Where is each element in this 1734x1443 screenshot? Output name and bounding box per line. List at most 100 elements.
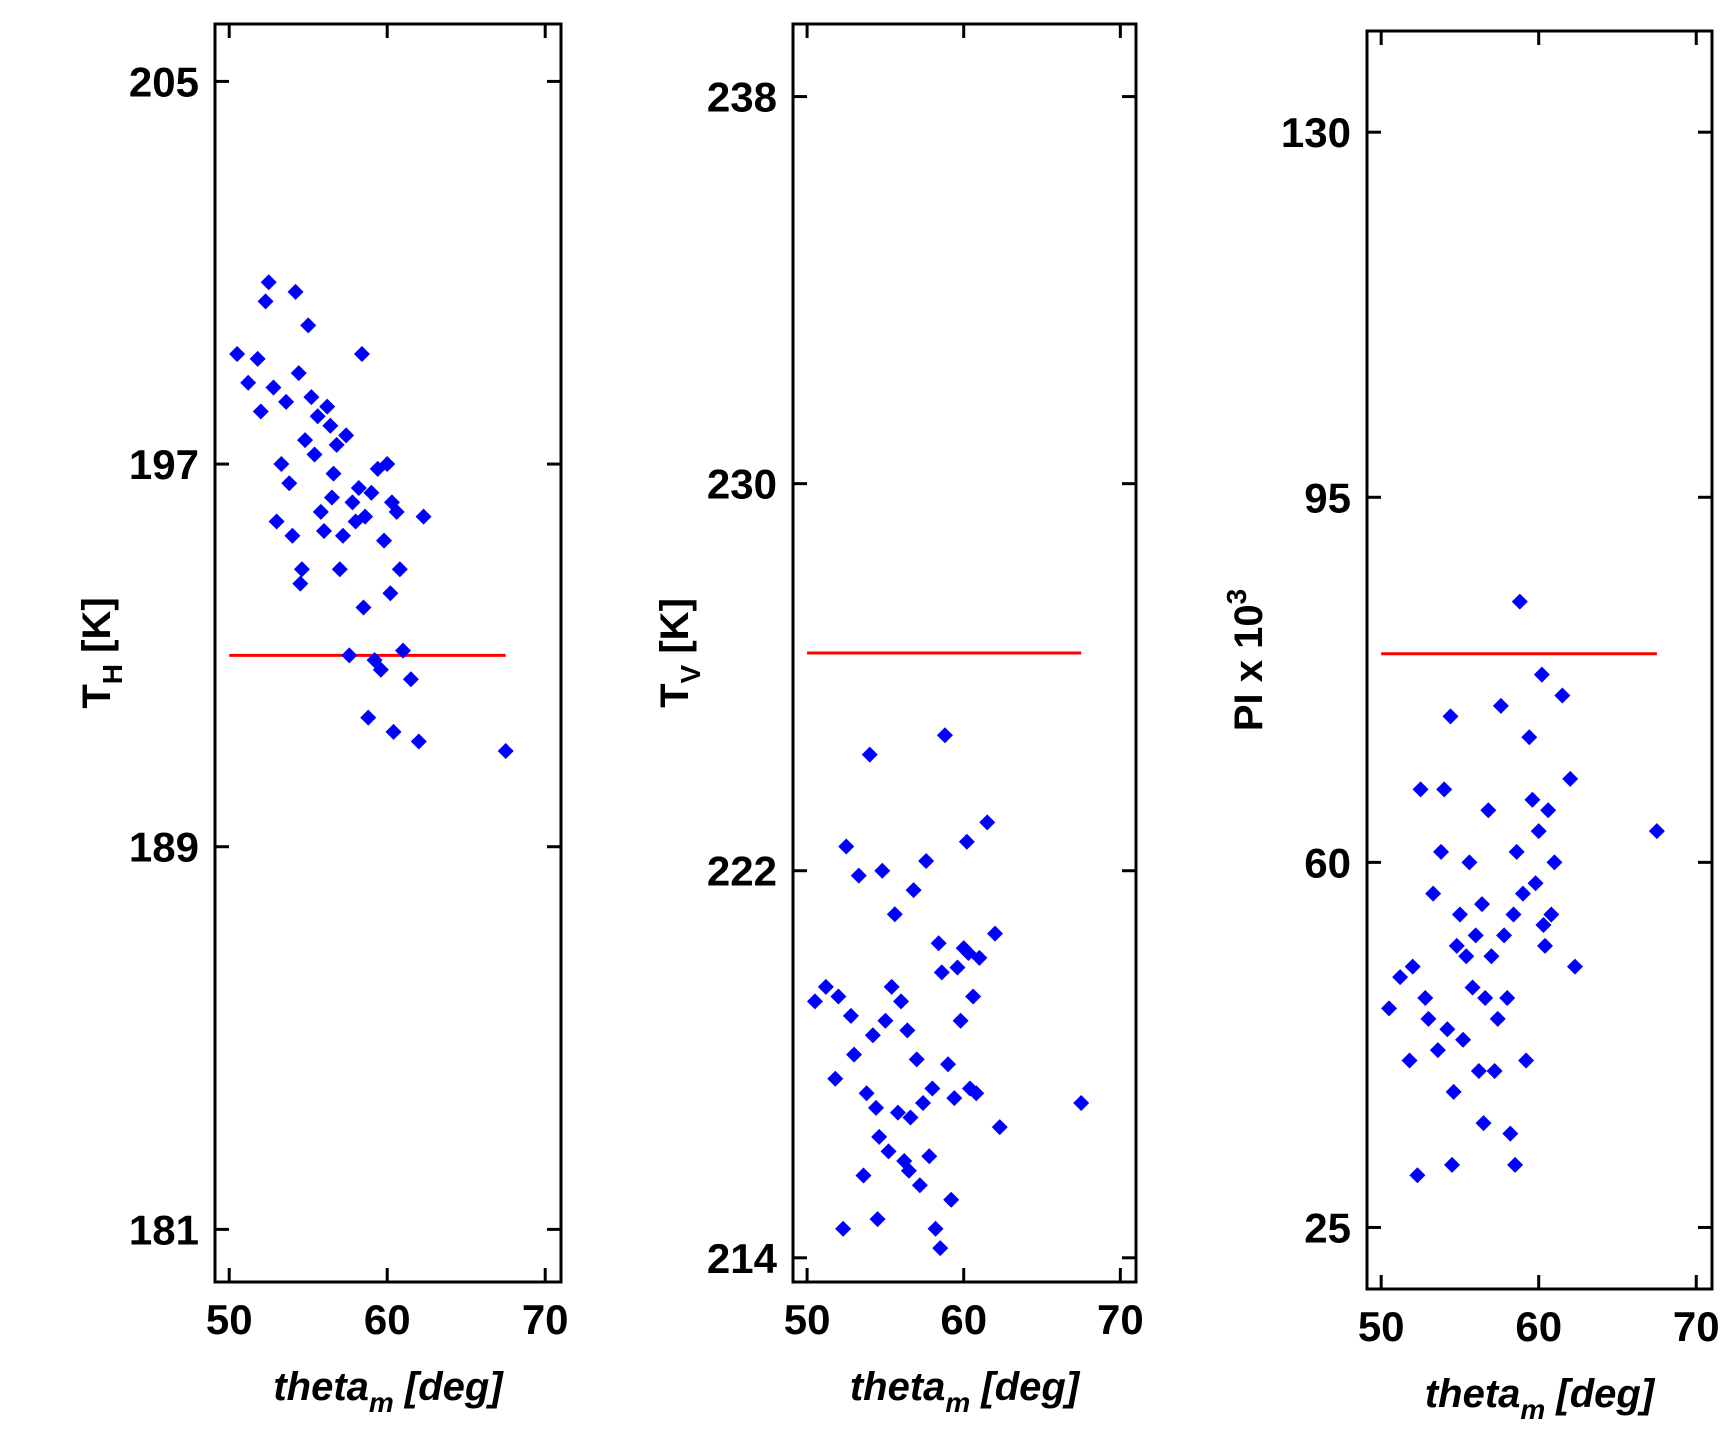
point bbox=[883, 978, 900, 995]
point bbox=[1496, 927, 1513, 944]
y-axis-label-rest: [K] bbox=[653, 598, 697, 665]
x-axis-label-text: theta bbox=[1425, 1372, 1521, 1416]
point bbox=[1455, 1031, 1472, 1048]
x-tick-label: 60 bbox=[1515, 1303, 1562, 1350]
x-tick-label: 50 bbox=[784, 1296, 831, 1343]
point bbox=[1425, 885, 1442, 902]
point bbox=[293, 561, 310, 578]
point bbox=[334, 527, 351, 544]
point bbox=[1429, 1042, 1446, 1059]
panel: 25 60 95 130 50 60 70 thetam [deg] PI x 103 bbox=[1221, 29, 1720, 1425]
point bbox=[949, 959, 966, 976]
point bbox=[1470, 1062, 1487, 1079]
point bbox=[991, 1119, 1008, 1136]
x-axis-label-text: theta bbox=[850, 1365, 946, 1409]
x-axis-label-rest: [deg] bbox=[1545, 1372, 1656, 1416]
point bbox=[385, 723, 402, 740]
point bbox=[1448, 937, 1465, 954]
point bbox=[292, 575, 309, 592]
x-axis-label-rest: [deg] bbox=[394, 1365, 505, 1409]
point bbox=[968, 1085, 985, 1102]
point bbox=[946, 1090, 963, 1107]
point bbox=[858, 1085, 875, 1102]
x-axis-label: thetam [deg] bbox=[273, 1365, 504, 1418]
y-axis-label: TV [K] bbox=[653, 598, 706, 708]
x-tick-label: 50 bbox=[1358, 1303, 1405, 1350]
point bbox=[1451, 906, 1468, 923]
point bbox=[806, 993, 823, 1010]
point bbox=[817, 978, 834, 995]
point bbox=[842, 1007, 859, 1024]
point bbox=[410, 733, 427, 750]
point bbox=[1467, 927, 1484, 944]
x-axis-label-rest: [deg] bbox=[970, 1365, 1081, 1409]
point bbox=[1439, 1021, 1456, 1038]
point bbox=[850, 867, 867, 884]
point bbox=[1537, 937, 1554, 954]
point bbox=[273, 456, 290, 473]
point bbox=[290, 365, 307, 382]
point bbox=[372, 661, 389, 678]
point bbox=[1461, 854, 1478, 871]
point bbox=[415, 508, 432, 525]
y-axis-label-sub: H bbox=[97, 664, 128, 684]
point bbox=[838, 838, 855, 855]
y-axis-label-sub: V bbox=[675, 664, 706, 683]
point bbox=[1514, 885, 1531, 902]
point bbox=[1518, 1052, 1535, 1069]
point bbox=[932, 1240, 949, 1257]
point bbox=[265, 379, 282, 396]
point bbox=[1442, 708, 1459, 725]
point bbox=[1409, 1167, 1426, 1184]
point bbox=[306, 446, 323, 463]
point bbox=[918, 853, 935, 870]
y-axis-label-text: T bbox=[653, 683, 697, 707]
x-tick-label: 50 bbox=[206, 1296, 253, 1343]
y-tick-label: 189 bbox=[129, 824, 199, 871]
point bbox=[886, 906, 903, 923]
point bbox=[1505, 906, 1522, 923]
point bbox=[893, 993, 910, 1010]
point bbox=[1527, 875, 1544, 892]
point bbox=[911, 1177, 928, 1194]
point bbox=[341, 647, 358, 664]
point bbox=[257, 293, 274, 310]
point bbox=[1392, 969, 1409, 986]
y-axis-label: TH [K] bbox=[75, 597, 128, 708]
point bbox=[1499, 989, 1516, 1006]
point bbox=[921, 1148, 938, 1165]
y-tick-label: 25 bbox=[1304, 1204, 1351, 1251]
point bbox=[1401, 1052, 1418, 1069]
point bbox=[880, 1143, 897, 1160]
x-tick-label: 60 bbox=[940, 1296, 987, 1343]
point bbox=[1521, 729, 1538, 746]
point bbox=[924, 1080, 941, 1097]
point bbox=[1483, 948, 1500, 965]
point bbox=[1475, 1115, 1492, 1132]
point bbox=[1502, 1125, 1519, 1142]
point bbox=[325, 465, 342, 482]
point bbox=[965, 988, 982, 1005]
point bbox=[864, 1027, 881, 1044]
y-axis-label-rest: [K] bbox=[75, 597, 119, 664]
point bbox=[260, 274, 277, 291]
point bbox=[960, 944, 977, 961]
point bbox=[830, 988, 847, 1005]
panel: 214 222 230 238 50 60 70 thetam [deg] TV [K] bbox=[653, 22, 1144, 1418]
point bbox=[861, 746, 878, 763]
point bbox=[1445, 1083, 1462, 1100]
point bbox=[338, 427, 355, 444]
point bbox=[1444, 1156, 1461, 1173]
y-tick-label: 230 bbox=[707, 461, 777, 508]
point bbox=[1535, 916, 1552, 933]
point bbox=[952, 1012, 969, 1029]
point bbox=[933, 964, 950, 981]
point bbox=[355, 599, 372, 616]
x-tick-label: 60 bbox=[364, 1296, 411, 1343]
y-tick-label: 60 bbox=[1304, 839, 1351, 886]
x-tick-label: 70 bbox=[522, 1296, 569, 1343]
point bbox=[1477, 989, 1494, 1006]
point bbox=[331, 561, 348, 578]
point bbox=[1480, 802, 1497, 819]
